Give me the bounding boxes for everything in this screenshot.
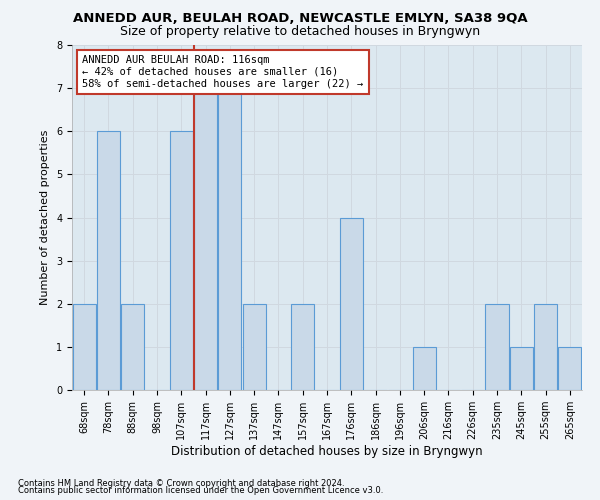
Bar	[510, 347, 533, 390]
Bar	[97, 131, 120, 390]
Bar	[194, 88, 217, 390]
Text: Contains public sector information licensed under the Open Government Licence v3: Contains public sector information licen…	[18, 486, 383, 495]
Bar	[291, 304, 314, 390]
Bar	[170, 131, 193, 390]
Text: ANNEDD AUR BEULAH ROAD: 116sqm
← 42% of detached houses are smaller (16)
58% of : ANNEDD AUR BEULAH ROAD: 116sqm ← 42% of …	[82, 56, 364, 88]
Bar	[413, 347, 436, 390]
Bar	[340, 218, 363, 390]
Bar	[485, 304, 509, 390]
Bar	[534, 304, 557, 390]
Text: ANNEDD AUR, BEULAH ROAD, NEWCASTLE EMLYN, SA38 9QA: ANNEDD AUR, BEULAH ROAD, NEWCASTLE EMLYN…	[73, 12, 527, 26]
Text: Contains HM Land Registry data © Crown copyright and database right 2024.: Contains HM Land Registry data © Crown c…	[18, 478, 344, 488]
Bar	[242, 304, 266, 390]
X-axis label: Distribution of detached houses by size in Bryngwyn: Distribution of detached houses by size …	[171, 445, 483, 458]
Text: Size of property relative to detached houses in Bryngwyn: Size of property relative to detached ho…	[120, 25, 480, 38]
Bar	[121, 304, 144, 390]
Y-axis label: Number of detached properties: Number of detached properties	[40, 130, 50, 305]
Bar	[559, 347, 581, 390]
Bar	[73, 304, 95, 390]
Bar	[218, 88, 241, 390]
